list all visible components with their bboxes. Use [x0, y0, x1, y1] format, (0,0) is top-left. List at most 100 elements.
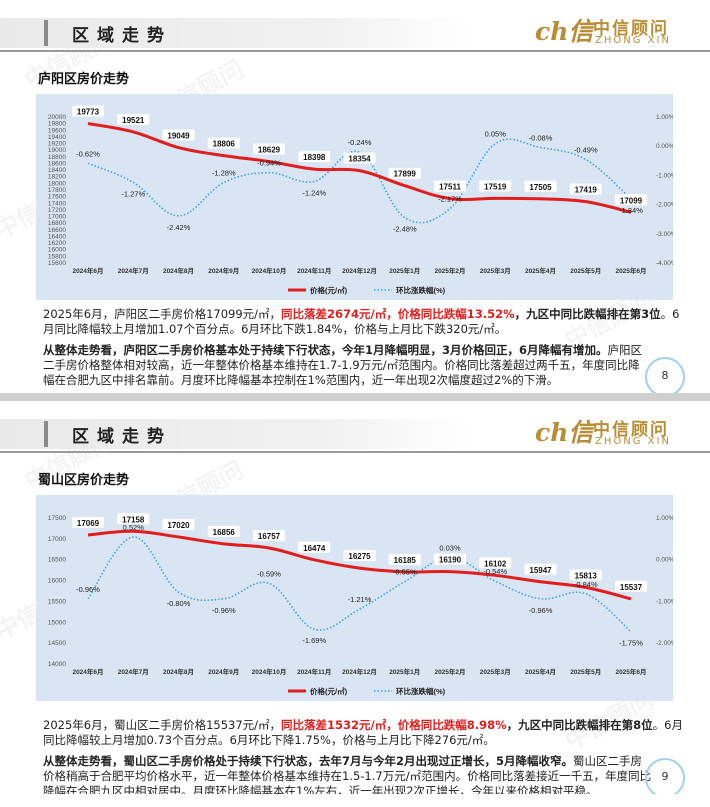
pct-data-label: -0.94%: [257, 159, 281, 168]
pct-data-label: -1.21%: [348, 595, 372, 604]
y-left-tick-label: 17400: [48, 200, 66, 207]
price-label-box: [72, 516, 104, 528]
price-data-label: 18398: [303, 153, 326, 162]
price-label-box: [388, 167, 421, 179]
x-tick-label: 2024年10月: [252, 266, 287, 275]
price-data-label: 16757: [258, 532, 281, 541]
price-label-box: [253, 529, 285, 541]
chart-background: [36, 94, 673, 300]
y-left-tick-label: 15000: [48, 619, 66, 626]
analysis-paragraph: 从整体走势看，蜀山区二手房价格处于持续下行状态，去年7月与今年2月出现过正增长，…: [43, 754, 653, 794]
header-line: [0, 451, 710, 453]
header-title: 区域走势: [72, 427, 172, 447]
pct-data-label: -1.69%: [302, 636, 326, 645]
header-bar: [0, 18, 470, 48]
logo-mark: ch信: [535, 17, 594, 46]
slide-luyang: 中信顾问 中信顾问 中信顾问 中信顾问 中信顾问 中信顾问 区域走势 ch信 中…: [0, 0, 710, 393]
price-data-label: 18354: [348, 155, 371, 164]
x-tick-label: 2025年3月: [480, 266, 511, 275]
header-line: [0, 50, 710, 52]
y-left-tick-label: 17600: [48, 194, 66, 201]
summary-paragraph: 2025年6月，庐阳区二手房价格17099元/㎡，同比落差2674元/㎡，价格同…: [43, 307, 683, 337]
y-left-tick-label: 16000: [48, 578, 66, 585]
pct-data-label: -2.17%: [438, 195, 462, 204]
x-tick-label: 2024年12月: [342, 667, 377, 676]
header-accent: [44, 20, 48, 46]
y-left-tick-label: 17000: [48, 214, 66, 221]
y-right-tick-label: -1.00%: [656, 172, 673, 179]
pct-data-label: -0.80%: [167, 599, 191, 608]
price-label-box: [569, 569, 602, 581]
pct-data-label: -2.42%: [167, 223, 191, 232]
price-label-box: [388, 553, 421, 565]
y-right-tick-label: -3.00%: [656, 231, 673, 238]
y-left-tick-label: 18400: [48, 167, 66, 174]
x-tick-label: 2025年3月: [480, 667, 511, 676]
header-bar: [0, 419, 470, 449]
price-data-label: 15947: [529, 566, 552, 575]
chart-subtitle: 庐阳区房价走势: [38, 72, 130, 87]
logo-mark: ch信: [535, 418, 594, 447]
price-data-label: 17505: [529, 183, 552, 192]
x-tick-label: 2024年9月: [208, 266, 239, 275]
price-data-label: 19773: [77, 108, 100, 117]
price-trend-chart: 17500 17000 16500 16000 15500 15000 14500 14000…: [48, 513, 673, 696]
price-data-label: 17158: [122, 515, 145, 524]
y-left-tick-label: 19000: [48, 147, 66, 154]
x-tick-label: 2024年7月: [118, 266, 149, 275]
y-left-tick-label: 18200: [48, 174, 66, 181]
price-label-box: [615, 580, 647, 592]
pct-data-label: -0.24%: [348, 138, 372, 147]
x-tick-label: 2024年10月: [252, 667, 287, 676]
price-label-box: [434, 180, 466, 192]
y-left-tick-label: 18800: [48, 154, 66, 161]
price-data-label: 17899: [394, 170, 417, 179]
x-tick-label: 2024年11月: [297, 667, 331, 676]
price-data-label: 17099: [620, 196, 643, 205]
summary-highlight: 同比落差1532元/㎡，价格同比跌幅8.98%: [281, 718, 507, 732]
legend-price-label: 价格(元/㎡): [310, 686, 348, 696]
pct-data-label: -0.62%: [76, 149, 100, 158]
y-left-tick-label: 15600: [48, 260, 66, 267]
price-data-label: 17020: [167, 521, 190, 530]
analysis-lead: 从整体走势看，蜀山区二手房价格处于持续下行状态，去年7月与今年2月出现过正增长，…: [43, 754, 573, 768]
price-label-box: [117, 113, 150, 125]
price-data-label: 16474: [303, 544, 326, 553]
price-data-label: 16190: [439, 556, 462, 565]
chart-subtitle: 蜀山区房价走势: [38, 473, 130, 488]
price-data-label: 16275: [348, 552, 371, 561]
y-right-tick-label: 0.00%: [656, 143, 673, 150]
y-left-tick-label: 16500: [48, 557, 66, 564]
x-tick-label: 2024年9月: [208, 667, 239, 676]
pct-data-label: -0.08%: [529, 134, 553, 143]
y-left-tick-label: 16400: [48, 233, 66, 240]
y-left-tick-label: 16600: [48, 227, 66, 234]
price-data-label: 17519: [484, 182, 507, 191]
y-left-tick-label: 16200: [48, 240, 66, 247]
pct-data-label: -0.59%: [257, 569, 281, 578]
x-tick-label: 2024年8月: [163, 266, 194, 275]
header-accent: [44, 421, 48, 447]
y-left-tick-label: 19400: [48, 134, 66, 141]
pct-data-label: 0.05%: [485, 130, 507, 139]
slide-shushan: 中信顾问 中信顾问 中信顾问 中信顾问 中信顾问 中信顾问 区域走势 ch信 中…: [0, 401, 710, 794]
y-right-tick-label: 0.00%: [656, 557, 673, 564]
pct-data-label: -0.54%: [483, 567, 507, 576]
price-label-box: [343, 550, 376, 562]
price-label-box: [615, 194, 647, 206]
price-label-box: [524, 563, 557, 575]
pct-data-label: -1.75%: [619, 639, 643, 648]
price-data-label: 16856: [213, 528, 236, 537]
x-tick-label: 2025年2月: [434, 266, 465, 275]
summary-rank: ，九区中同比跌幅排在第3位: [514, 307, 661, 321]
y-right-tick-label: -2.00%: [656, 202, 673, 209]
analysis-body: 庐阳区二手房价格整体相对较高，近一年整体价格基本维持在1.7-1.9万元/㎡范围…: [43, 343, 642, 387]
x-tick-label: 2025年2月: [434, 667, 465, 676]
pct-data-label: -1.24%: [302, 188, 326, 197]
price-label-box: [207, 525, 240, 537]
analysis-paragraph: 从整体走势看，庐阳区二手房价格基本处于持续下行状态，今年1月降幅明显，3月价格回…: [43, 343, 643, 388]
header-title: 区域走势: [72, 26, 172, 46]
y-left-tick-label: 18600: [48, 160, 66, 167]
x-tick-label: 2025年5月: [570, 266, 601, 275]
section-header: 区域走势 ch信 中信顾问 ZHONG XIN: [0, 401, 710, 459]
